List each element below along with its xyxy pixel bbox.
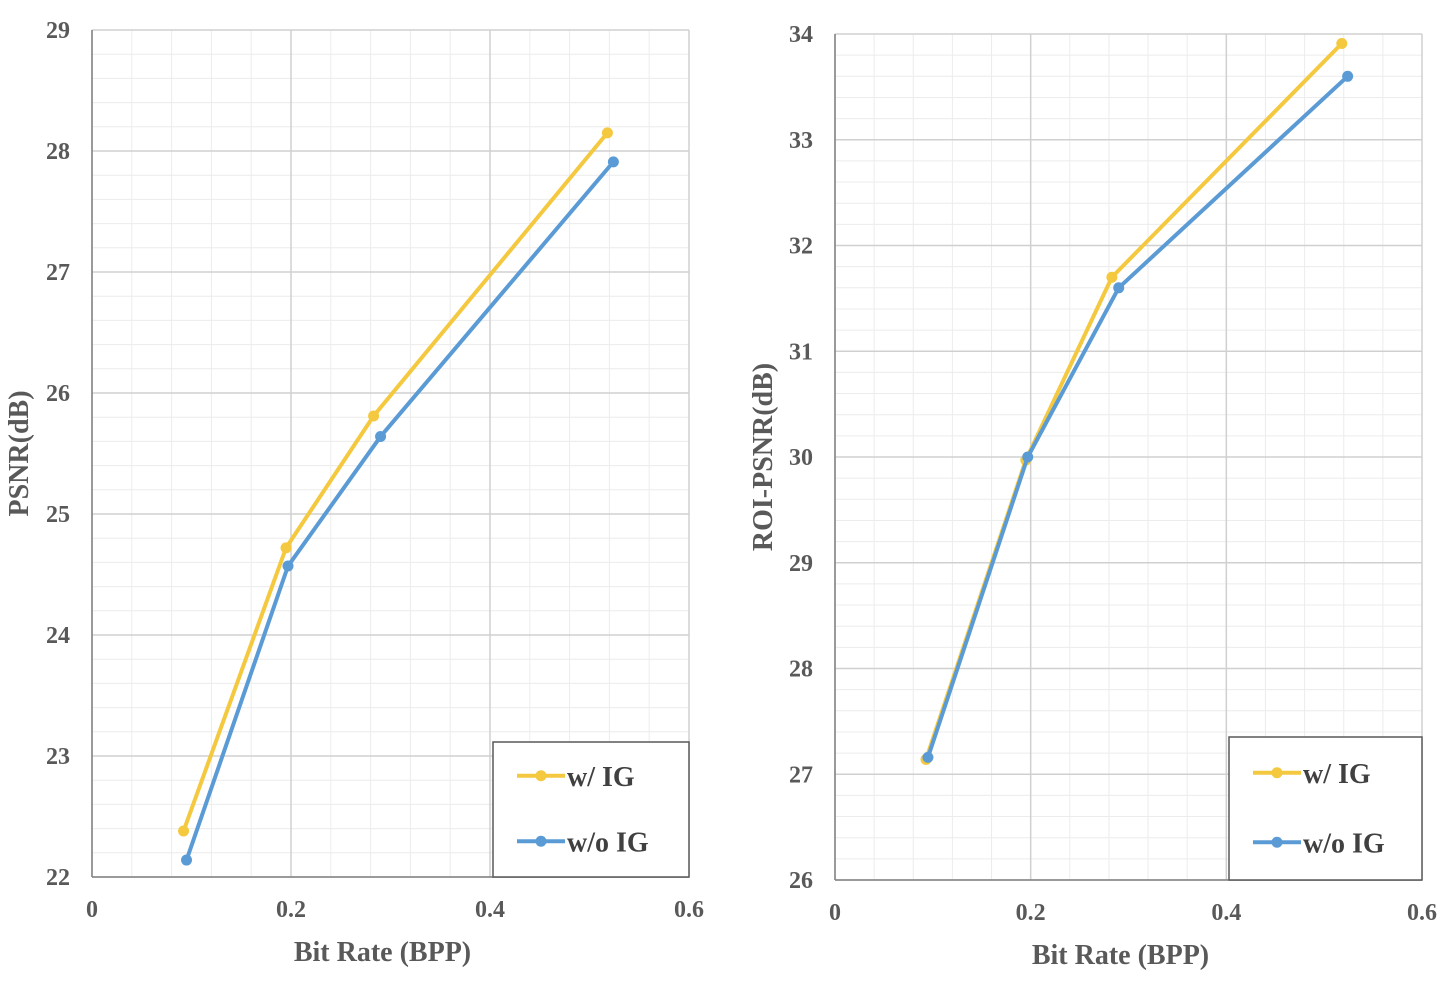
y-tick-label: 33	[789, 128, 813, 154]
x-tick-label: 0	[86, 897, 98, 923]
y-tick-label: 32	[789, 234, 813, 260]
x-tick-label: 0.4	[475, 897, 505, 923]
x-tick-label: 0	[829, 900, 841, 926]
x-tick-label: 0.2	[276, 897, 306, 923]
y-tick-label: 27	[46, 260, 70, 286]
y-tick-label: 27	[789, 762, 813, 788]
x-axis-title: Bit Rate (BPP)	[294, 937, 471, 968]
y-tick-label: 23	[46, 744, 70, 770]
series-line-with-ig	[923, 41, 1344, 762]
y-tick-label: 34	[789, 22, 813, 48]
y-tick-label: 26	[46, 381, 70, 407]
x-tick-label: 0.4	[1211, 900, 1241, 926]
legend-swatch-marker	[535, 770, 547, 782]
data-point-with-ig	[1106, 271, 1118, 283]
chart-panel-2: 0 0.2 0.4 0.6 26 27 28 29 30 31 32 33 34 Bit Rate (BP…	[748, 22, 1437, 971]
y-tick-label: 31	[789, 339, 813, 365]
legend-label: w/o IG	[567, 827, 649, 858]
data-point-without-ig	[607, 156, 619, 168]
data-point-with-ig	[178, 825, 190, 837]
series-line-with-ig	[181, 130, 610, 834]
data-point-with-ig	[368, 410, 380, 422]
y-axis-title: PSNR(dB)	[4, 390, 35, 516]
legend: w/ IG w/o IG	[492, 741, 690, 878]
series-line-without-ig	[184, 159, 616, 863]
x-axis-title: Bit Rate (BPP)	[1032, 940, 1209, 971]
y-tick-label: 29	[46, 18, 70, 44]
legend-label: w/ IG	[1303, 759, 1371, 790]
legend-swatch-marker	[535, 835, 547, 847]
data-point-with-ig	[280, 542, 292, 554]
y-tick-label: 22	[46, 865, 70, 891]
data-point-with-ig	[601, 127, 613, 139]
data-point-without-ig	[922, 751, 934, 763]
x-tick-label: 0.6	[674, 897, 704, 923]
x-tick-label: 0.6	[1407, 900, 1437, 926]
legend: w/ IG w/o IG	[1228, 736, 1423, 881]
legend-swatch-marker	[1271, 836, 1283, 848]
y-tick-label: 25	[46, 502, 70, 528]
legend-box	[492, 741, 690, 878]
y-axis-title: ROI-PSNR(dB)	[748, 363, 779, 551]
data-point-without-ig	[1022, 451, 1034, 463]
data-point-without-ig	[181, 854, 193, 866]
data-point-without-ig	[1113, 282, 1125, 294]
data-point-without-ig	[282, 560, 294, 572]
x-tick-label: 0.2	[1016, 900, 1046, 926]
y-tick-label: 24	[46, 623, 70, 649]
y-tick-label: 28	[46, 139, 70, 165]
data-point-with-ig	[1336, 38, 1348, 50]
data-point-without-ig	[375, 431, 387, 443]
legend-box	[1228, 736, 1423, 881]
y-tick-label: 26	[789, 868, 813, 894]
legend-label: w/ IG	[567, 762, 635, 793]
data-point-without-ig	[1342, 70, 1354, 82]
chart-panel-1: 0 0.2 0.4 0.6 22 23 24 25 26 27 28 29 Bit Rate (BPP)…	[4, 18, 704, 968]
legend-label: w/o IG	[1303, 828, 1385, 859]
y-tick-label: 30	[789, 445, 813, 471]
legend-swatch-marker	[1271, 767, 1283, 779]
y-tick-label: 29	[789, 551, 813, 577]
series-line-without-ig	[925, 74, 1350, 760]
y-tick-label: 28	[789, 657, 813, 683]
